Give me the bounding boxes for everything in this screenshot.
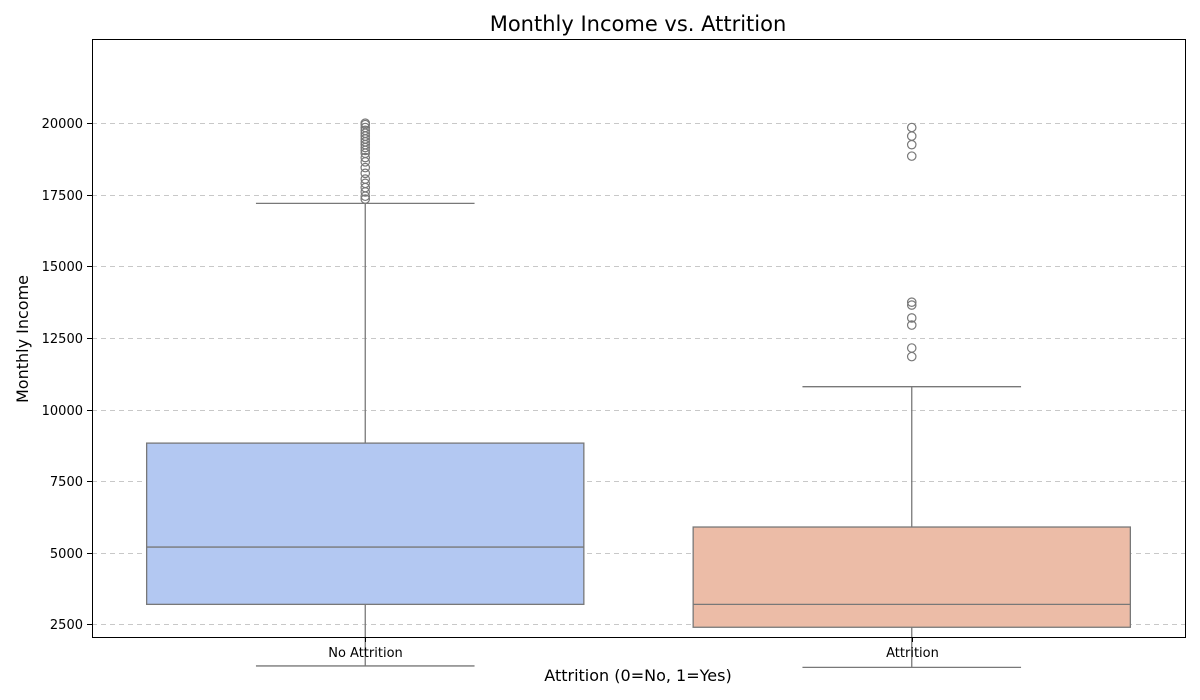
- outlier-point: [906, 313, 917, 323]
- outlier-point: [906, 139, 917, 150]
- y-tick-label: 15000: [42, 260, 83, 275]
- outlier-point: [360, 118, 371, 128]
- axes: 2500 5000 7500 10000 12500 15000 17500 20000 No …: [42, 117, 939, 661]
- outlier-point: [360, 178, 371, 189]
- plot-frame: [92, 39, 1186, 638]
- outlier-point: [906, 297, 917, 307]
- iqr-box: [145, 442, 585, 606]
- chart-title: Monthly Income vs. Attrition: [490, 12, 787, 36]
- outlier-point: [906, 320, 917, 330]
- outlier-point: [360, 125, 371, 136]
- outlier-point: [360, 168, 371, 179]
- iqr-box: [692, 526, 1132, 628]
- x-axis-label: Attrition (0=No, 1=Yes): [544, 666, 731, 685]
- box-group-no-attrition: [145, 118, 585, 667]
- outlier-point: [906, 151, 917, 161]
- y-tick-label: 2500: [50, 618, 83, 633]
- x-tick-label: Attrition: [886, 646, 939, 661]
- y-tick-label: 17500: [42, 189, 83, 204]
- outlier-point: [906, 131, 917, 141]
- y-tick-label: 12500: [42, 332, 83, 347]
- box-layer: [145, 118, 1132, 669]
- box-group-attrition: [692, 122, 1132, 669]
- y-axis-label: Monthly Income: [13, 275, 32, 403]
- y-tick-label: 10000: [42, 404, 83, 419]
- outlier-point: [906, 343, 917, 353]
- outlier-point: [360, 122, 371, 133]
- outlier-point: [906, 122, 917, 133]
- outlier-point: [360, 152, 371, 163]
- outlier-point: [906, 351, 917, 362]
- outlier-point: [360, 174, 371, 184]
- x-tick-label: No Attrition: [328, 646, 403, 661]
- y-tick-label: 5000: [50, 547, 83, 562]
- y-tick-label: 20000: [42, 117, 83, 132]
- outlier-point: [906, 300, 917, 310]
- outlier-point: [360, 162, 371, 173]
- outlier-point: [360, 194, 371, 204]
- y-tick-label: 7500: [50, 475, 83, 490]
